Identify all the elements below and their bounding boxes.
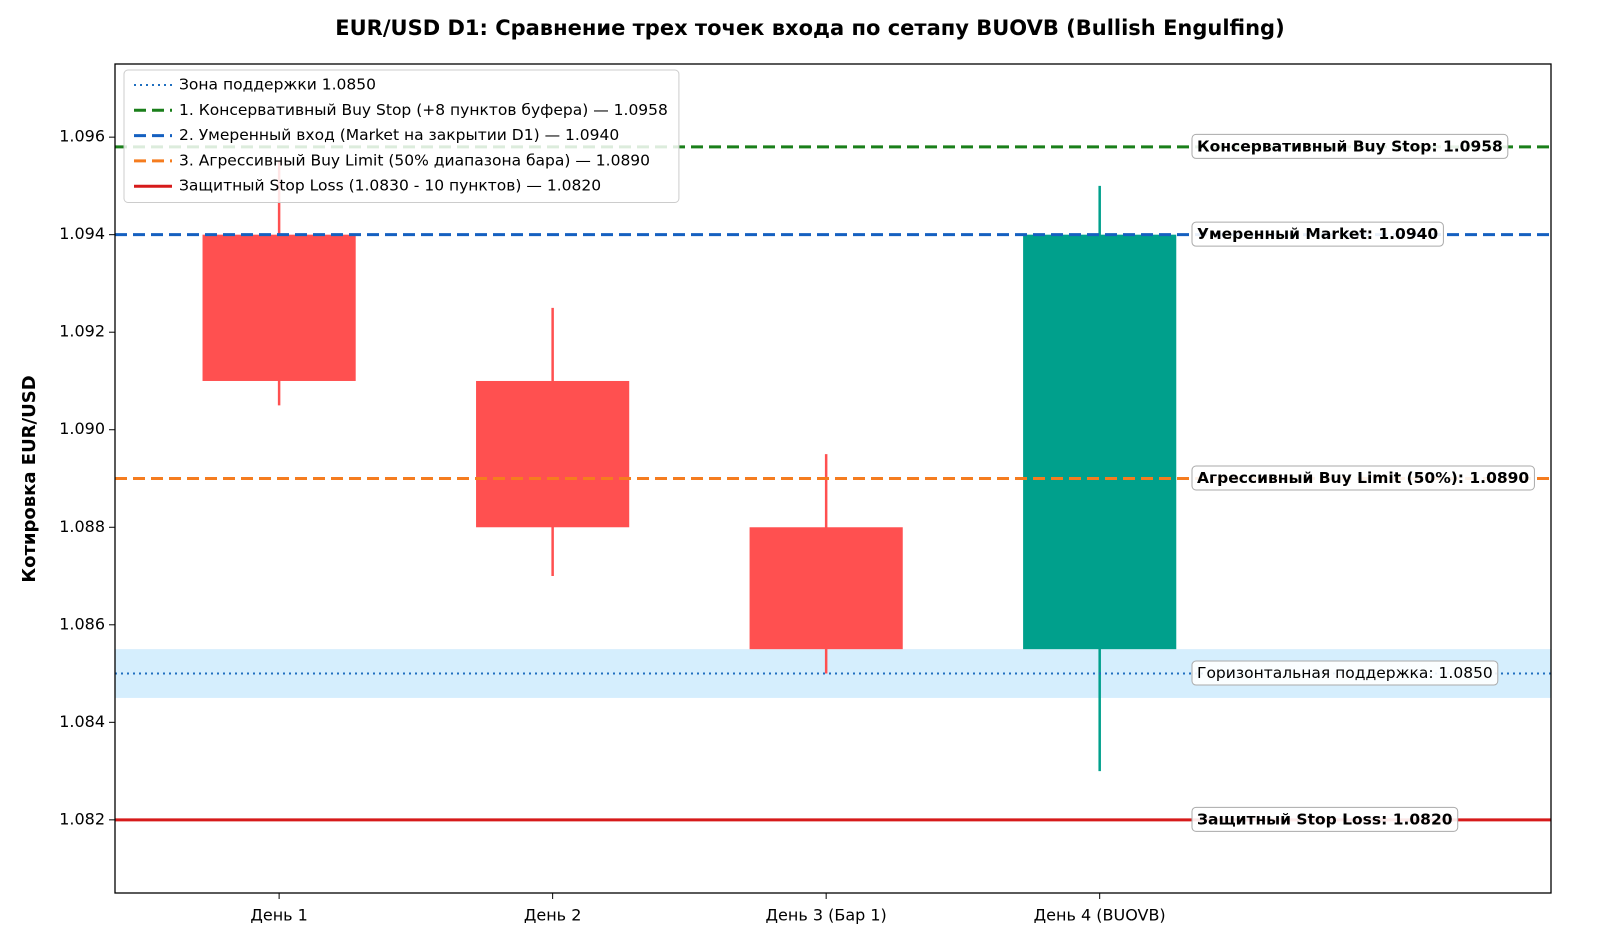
legend-label: 3. Агрессивный Buy Limit (50% диапазона …: [179, 151, 650, 169]
y-tick-label: 1.092: [59, 322, 105, 341]
x-tick-label: День 1: [250, 906, 308, 925]
annotation-box: [1191, 465, 1535, 491]
y-tick-label: 1.090: [59, 419, 105, 438]
y-tick-label: 1.082: [59, 809, 105, 828]
candle-body: [476, 380, 630, 528]
legend-box: [123, 69, 680, 203]
legend-label: 2. Умеренный вход (Market на закрытии D1…: [179, 126, 619, 144]
annotation-text: Умеренный Market: 1.0940: [1197, 225, 1438, 243]
level-annotation: Умеренный Market: 1.0940: [1191, 221, 1444, 247]
y-tick-label: 1.084: [59, 712, 105, 731]
candle-body: [1023, 234, 1177, 650]
annotation-box: [1191, 660, 1499, 686]
y-tick-label: 1.086: [59, 614, 105, 633]
level-annotation: Горизонтальная поддержка: 1.0850: [1191, 660, 1499, 686]
legend-label: Защитный Stop Loss (1.0830 - 10 пунктов)…: [179, 177, 601, 195]
annotation-text: Консервативный Buy Stop: 1.0958: [1197, 137, 1503, 155]
y-tick-label: 1.094: [59, 224, 105, 243]
annotation-text: Защитный Stop Loss: 1.0820: [1197, 810, 1453, 828]
annotation-box: [1191, 806, 1459, 832]
x-tick-label: День 4 (BUOVB): [1034, 906, 1166, 925]
legend-label: 1. Консервативный Buy Stop (+8 пунктов б…: [179, 101, 668, 119]
axes-frame: [114, 63, 1552, 894]
legend-label: Зона поддержки 1.0850: [179, 76, 376, 94]
annotation-text: Горизонтальная поддержка: 1.0850: [1197, 664, 1493, 682]
level-annotation: Защитный Stop Loss: 1.0820: [1191, 806, 1459, 832]
level-annotation: Агрессивный Buy Limit (50%): 1.0890: [1191, 465, 1535, 491]
annotation-text: Агрессивный Buy Limit (50%): 1.0890: [1197, 469, 1529, 487]
legend: Зона поддержки 1.0850 1. Консервативный B…: [123, 69, 680, 203]
chart-title: EUR/USD D1: Сравнение трех точек входа п…: [335, 16, 1284, 40]
y-tick-label: 1.088: [59, 517, 105, 536]
candle-body: [749, 527, 903, 650]
x-tick-label: День 3 (Бар 1): [766, 906, 887, 925]
annotation-box: [1191, 133, 1509, 159]
y-tick-label: 1.096: [59, 127, 105, 146]
x-tick-label: День 2: [524, 906, 582, 925]
y-axis-label: Котировка EUR/USD: [19, 375, 40, 582]
candle-body: [202, 234, 356, 381]
level-annotation: Консервативный Buy Stop: 1.0958: [1191, 133, 1509, 159]
annotation-box: [1191, 221, 1444, 247]
plot-area: 1.082 1.084 1.086 1.088 1.090 1.092 1.094 1.096…: [59, 127, 1551, 925]
